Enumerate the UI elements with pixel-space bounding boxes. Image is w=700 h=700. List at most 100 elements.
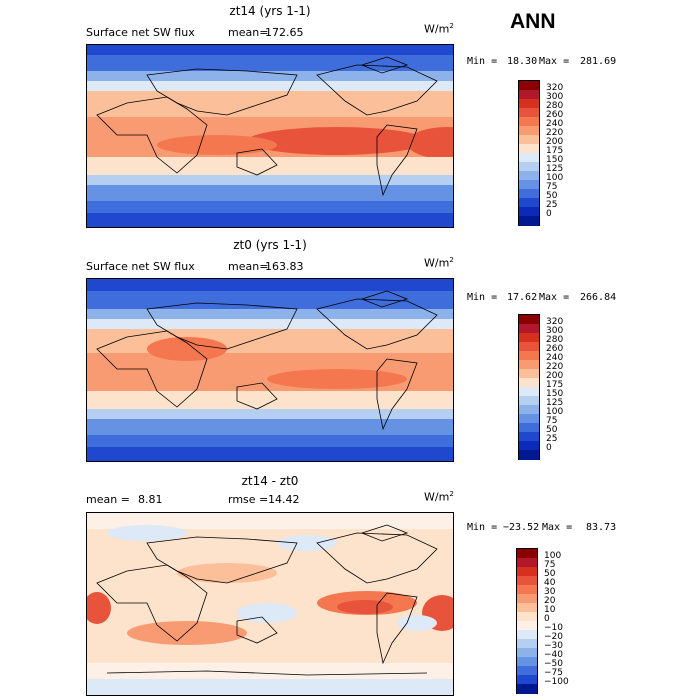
colorbar-tick-label: 75 bbox=[546, 416, 558, 426]
colorbar-tick-label: 220 bbox=[546, 128, 564, 138]
colorbar-tick-label: 300 bbox=[546, 326, 564, 336]
colorbar-segment bbox=[519, 396, 539, 406]
colorbar-tick-label: 125 bbox=[546, 398, 564, 408]
colorbar-tick-label: 125 bbox=[546, 164, 564, 174]
panel2-mean-label: mean= bbox=[228, 260, 269, 273]
panel2-title: zt0 (yrs 1-1) bbox=[233, 238, 307, 252]
colorbar-tick-label: −100 bbox=[544, 677, 569, 687]
panel1-map-svg bbox=[87, 45, 453, 227]
colorbar-segment bbox=[519, 423, 539, 433]
colorbar-segment bbox=[517, 639, 537, 649]
colorbar-tick-label: 150 bbox=[546, 389, 564, 399]
colorbar-segment bbox=[519, 378, 539, 388]
colorbar-tick-label: 260 bbox=[546, 344, 564, 354]
panel1-colorbar bbox=[518, 80, 540, 226]
panel1-min-label: Min = bbox=[467, 56, 498, 67]
colorbar-segment bbox=[517, 648, 537, 658]
colorbar-tick-label: 100 bbox=[546, 173, 564, 183]
panel1-units: W/m2 bbox=[424, 22, 454, 36]
colorbar-tick-label: 25 bbox=[546, 200, 558, 210]
colorbar-segment bbox=[519, 351, 539, 361]
colorbar-segment bbox=[519, 153, 539, 163]
colorbar-tick-label: 75 bbox=[544, 560, 556, 570]
colorbar-segment bbox=[519, 342, 539, 352]
colorbar-tick-label: 100 bbox=[546, 407, 564, 417]
colorbar-tick-label: 200 bbox=[546, 371, 564, 381]
colorbar-segment bbox=[519, 180, 539, 190]
panel3-map bbox=[86, 512, 454, 696]
panel2-colorbar-labels: 320 300 280 260 240 220 200 175 150 125 100 75 50 25 0 bbox=[546, 314, 586, 460]
colorbar-segment bbox=[519, 135, 539, 145]
colorbar-segment bbox=[519, 405, 539, 415]
panel1-colorbar-labels: 320 300 280 260 240 220 200 175 150 125 100 75 50 25 0 bbox=[546, 80, 586, 226]
colorbar-tick-label: 100 bbox=[544, 551, 562, 561]
colorbar-segment bbox=[517, 630, 537, 640]
panel3-rmse-value: 14.42 bbox=[268, 493, 300, 506]
colorbar-tick-label: 175 bbox=[546, 380, 564, 390]
colorbar-segment bbox=[519, 171, 539, 181]
colorbar-segment bbox=[519, 441, 539, 451]
colorbar-tick-label: −30 bbox=[544, 641, 563, 651]
panel3-mean-value: 8.81 bbox=[138, 493, 163, 506]
panel3-mean-label: mean = bbox=[86, 493, 130, 506]
colorbar-segment bbox=[517, 558, 537, 568]
panel3-title: zt14 - zt0 bbox=[241, 474, 299, 488]
panel3-units: W/m2 bbox=[424, 490, 454, 504]
panel1-mean-value: 172.65 bbox=[265, 26, 304, 39]
panel2-units: W/m2 bbox=[424, 256, 454, 270]
colorbar-segment bbox=[517, 567, 537, 577]
colorbar-segment bbox=[517, 576, 537, 586]
colorbar-tick-label: 175 bbox=[546, 146, 564, 156]
colorbar-tick-label: 240 bbox=[546, 119, 564, 129]
panel1-max-value: 281.69 bbox=[580, 56, 617, 67]
colorbar-tick-label: −20 bbox=[544, 632, 563, 642]
colorbar-segment bbox=[519, 360, 539, 370]
colorbar-segment bbox=[517, 585, 537, 595]
panel1-map bbox=[86, 44, 454, 228]
colorbar-tick-label: 200 bbox=[546, 137, 564, 147]
panel2-min-value: 17.62 bbox=[507, 292, 538, 303]
season-label: ANN bbox=[510, 10, 556, 33]
panel1-max-label: Max = bbox=[539, 56, 570, 67]
colorbar-segment bbox=[517, 612, 537, 622]
colorbar-segment bbox=[519, 216, 539, 226]
colorbar-tick-label: −40 bbox=[544, 650, 563, 660]
colorbar-tick-label: −10 bbox=[544, 623, 563, 633]
colorbar-tick-label: 220 bbox=[546, 362, 564, 372]
colorbar-segment bbox=[519, 207, 539, 217]
colorbar-segment bbox=[519, 432, 539, 442]
colorbar-tick-label: 0 bbox=[546, 209, 552, 219]
colorbar-tick-label: 75 bbox=[546, 182, 558, 192]
colorbar-segment bbox=[519, 333, 539, 343]
panel2-min-label: Min = bbox=[467, 292, 498, 303]
panel3-rmse-label: rmse = bbox=[228, 493, 269, 506]
colorbar-segment bbox=[519, 387, 539, 397]
colorbar-segment bbox=[519, 324, 539, 334]
colorbar-segment bbox=[519, 99, 539, 109]
panel1-field-label: Surface net SW flux bbox=[86, 26, 195, 39]
panel1-mean-label: mean= bbox=[228, 26, 269, 39]
colorbar-segment bbox=[517, 549, 537, 559]
colorbar-segment bbox=[517, 684, 537, 694]
colorbar-segment bbox=[519, 162, 539, 172]
panel2-max-label: Max = bbox=[539, 292, 570, 303]
colorbar-tick-label: 260 bbox=[546, 110, 564, 120]
panel3-min-label: Min = bbox=[467, 522, 498, 533]
colorbar-tick-label: −50 bbox=[544, 659, 563, 669]
panel2-colorbar bbox=[518, 314, 540, 460]
colorbar-segment bbox=[519, 117, 539, 127]
colorbar-segment bbox=[519, 369, 539, 379]
colorbar-segment bbox=[519, 90, 539, 100]
colorbar-tick-label: 150 bbox=[546, 155, 564, 165]
colorbar-segment bbox=[517, 666, 537, 676]
colorbar-tick-label: −75 bbox=[544, 668, 563, 678]
panel2-mean-value: 163.83 bbox=[265, 260, 304, 273]
panel3-min-value: −23.52 bbox=[503, 522, 540, 533]
panel3-colorbar bbox=[516, 548, 538, 694]
colorbar-tick-label: 320 bbox=[546, 83, 564, 93]
panel3-max-value: 83.73 bbox=[586, 522, 617, 533]
panel3-max-label: Max = bbox=[542, 522, 573, 533]
panel2-field-label: Surface net SW flux bbox=[86, 260, 195, 273]
panel2-map bbox=[86, 278, 454, 462]
colorbar-tick-label: 10 bbox=[544, 605, 556, 615]
